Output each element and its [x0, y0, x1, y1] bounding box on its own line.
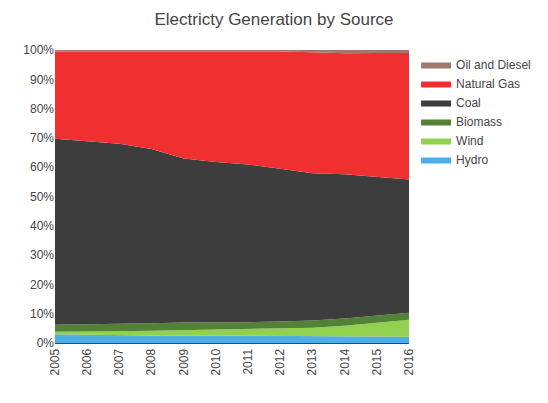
svg-text:20%: 20%: [30, 278, 54, 292]
svg-text:2005: 2005: [48, 348, 62, 375]
svg-text:60%: 60%: [30, 160, 54, 174]
svg-text:Electricty Generation by Sourc: Electricty Generation by Source: [154, 10, 393, 29]
svg-text:2015: 2015: [370, 348, 384, 375]
svg-text:30%: 30%: [30, 248, 54, 262]
svg-text:Biomass: Biomass: [456, 115, 502, 129]
svg-text:2008: 2008: [144, 348, 158, 375]
svg-text:2011: 2011: [241, 348, 255, 374]
svg-text:2007: 2007: [112, 348, 126, 375]
svg-text:Natural Gas: Natural Gas: [456, 77, 520, 91]
svg-text:70%: 70%: [30, 131, 54, 145]
svg-text:2012: 2012: [273, 348, 287, 375]
svg-text:2009: 2009: [177, 348, 191, 375]
svg-text:Wind: Wind: [456, 134, 483, 148]
svg-text:50%: 50%: [30, 190, 54, 204]
svg-text:40%: 40%: [30, 219, 54, 233]
svg-text:2014: 2014: [338, 348, 352, 375]
svg-text:10%: 10%: [30, 307, 54, 321]
svg-text:90%: 90%: [30, 73, 54, 87]
svg-text:2016: 2016: [402, 348, 416, 375]
svg-text:Hydro: Hydro: [456, 153, 488, 167]
svg-text:Oil and Diesel: Oil and Diesel: [456, 58, 531, 72]
svg-text:100%: 100%: [23, 43, 54, 57]
svg-text:2006: 2006: [80, 348, 94, 375]
svg-text:2010: 2010: [209, 348, 223, 375]
svg-text:2013: 2013: [305, 348, 319, 375]
svg-text:0%: 0%: [37, 336, 55, 350]
svg-text:Coal: Coal: [456, 96, 481, 110]
svg-text:80%: 80%: [30, 102, 54, 116]
